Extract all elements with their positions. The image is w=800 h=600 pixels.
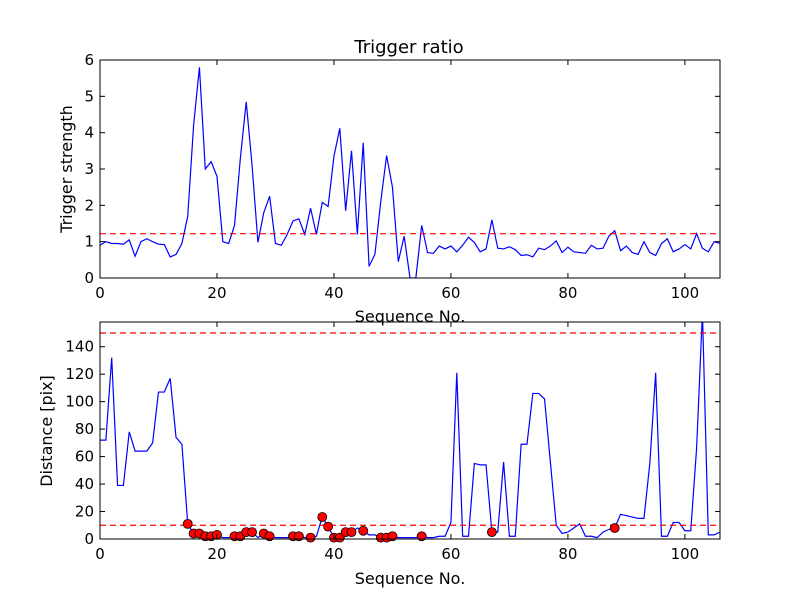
top-series-line-0	[100, 67, 720, 278]
top-x-tick-label: 0	[95, 284, 105, 302]
bottom-marker-point	[182, 518, 193, 529]
bottom-panel: 0 20 40 60 80 100 0 20 40 60 80 100 120 140 Sequence…	[37, 321, 721, 588]
bottom-x-tick-label: 20	[207, 545, 226, 563]
bottom-y-tick-label: 20	[75, 503, 94, 521]
bottom-x-ticks: 0 20 40 60 80 100	[95, 322, 699, 563]
top-y-axis-label: Trigger strength	[57, 105, 76, 234]
bottom-series-line-0	[100, 322, 720, 539]
bottom-x-tick-label: 60	[441, 545, 460, 563]
bottom-y-tick-label: 80	[75, 420, 94, 438]
bottom-marker-point	[247, 527, 257, 538]
bottom-x-tick-label: 0	[95, 545, 105, 563]
top-chart-title: Trigger ratio	[353, 37, 463, 58]
bottom-x-axis-label: Sequence No.	[355, 569, 466, 588]
top-x-tick-label: 60	[441, 284, 460, 302]
top-x-tick-label: 20	[207, 284, 226, 302]
bottom-marker-point	[609, 523, 620, 533]
top-y-tick-label: 2	[84, 196, 94, 214]
bottom-marker-point	[486, 527, 497, 538]
top-y-tick-label: 4	[84, 124, 94, 142]
top-x-axis-label: Sequence No.	[355, 307, 466, 326]
bottom-plot-area	[100, 322, 720, 543]
bottom-y-tick-label: 60	[75, 448, 94, 466]
top-x-tick-label: 80	[558, 284, 577, 302]
top-plot-area	[100, 67, 720, 278]
top-y-tick-label: 5	[84, 87, 94, 105]
bottom-x-tick-label: 100	[671, 545, 700, 563]
top-x-tick-label: 40	[324, 284, 343, 302]
top-x-ticks: 0 20 40 60 80 100	[95, 60, 699, 302]
top-panel: Trigger ratio 0 20 40 60 80 100 0 1 2 3 4 5 6 Seque…	[57, 37, 721, 326]
bottom-marker-point	[317, 512, 328, 522]
top-y-tick-label: 3	[84, 160, 94, 178]
bottom-y-tick-label: 0	[84, 530, 94, 548]
bottom-x-tick-label: 40	[324, 545, 343, 563]
top-y-tick-label: 6	[84, 51, 94, 69]
bottom-marker-point	[323, 521, 334, 532]
bottom-marker-point	[346, 527, 357, 538]
top-y-ticks: 0 1 2 3 4 5 6	[84, 51, 720, 287]
top-y-tick-label: 0	[84, 269, 94, 287]
bottom-marker-point	[305, 532, 316, 543]
bottom-y-tick-label: 120	[65, 365, 94, 383]
bottom-axes-frame	[99, 321, 721, 540]
bottom-y-ticks: 0 20 40 60 80 100 120 140	[65, 338, 720, 548]
top-axes-frame	[99, 59, 721, 279]
top-y-tick-label: 1	[84, 233, 94, 251]
top-x-tick-label: 100	[671, 284, 700, 302]
bottom-x-tick-label: 80	[558, 545, 577, 563]
bottom-y-axis-label: Distance [pix]	[37, 375, 56, 487]
bottom-y-tick-label: 140	[65, 338, 94, 356]
bottom-y-tick-label: 100	[65, 393, 94, 411]
bottom-marker-point	[358, 525, 369, 536]
bottom-y-tick-label: 40	[75, 475, 94, 493]
